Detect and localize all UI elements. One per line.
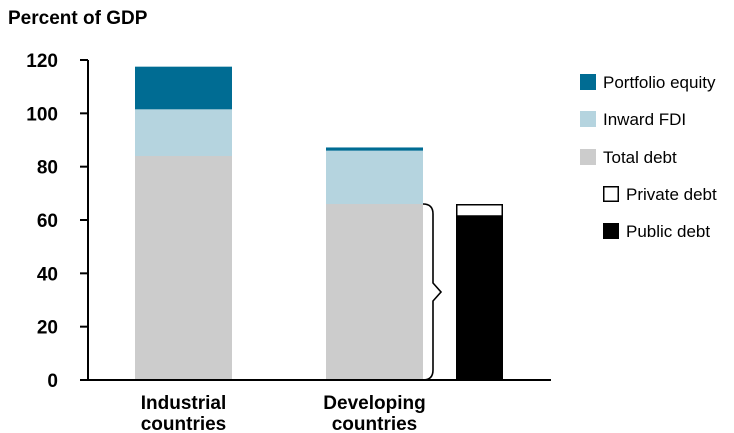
- legend-swatch-inward-fdi: [580, 111, 596, 127]
- y-axis-title: Percent of GDP: [8, 8, 148, 29]
- legend-swatch-portfolio-equity: [580, 74, 596, 90]
- y-tick-label: 40: [37, 264, 58, 285]
- legend-label-inward-fdi: Inward FDI: [603, 110, 686, 129]
- legend-swatch-public-debt: [603, 223, 619, 239]
- y-tick-label: 60: [37, 211, 58, 232]
- y-tick-label: 0: [47, 371, 58, 392]
- legend-label-total-debt: Total debt: [603, 148, 677, 167]
- bar-total-debt-developing-countries: [326, 204, 423, 380]
- bar-total-debt-industrial-countries: [135, 156, 232, 380]
- legend-label-private-debt: Private debt: [626, 185, 717, 204]
- legend-swatch-total-debt: [580, 149, 596, 165]
- legend-swatch-private-debt: [603, 186, 619, 202]
- x-category-label: Industrial: [141, 393, 227, 414]
- legend-label-portfolio-equity: Portfolio equity: [603, 73, 716, 92]
- x-category-label: countries: [141, 414, 227, 433]
- bar-portfolio-equity-developing-countries: [326, 147, 423, 151]
- bar-inward-fdi-developing-countries: [326, 150, 423, 204]
- y-tick-label: 120: [26, 51, 58, 72]
- y-tick-label: 100: [26, 104, 58, 125]
- bar-portfolio-equity-industrial-countries: [135, 66, 232, 110]
- y-tick-label: 20: [37, 318, 58, 339]
- bar-public-debt: [456, 216, 503, 380]
- bar-inward-fdi-industrial-countries: [135, 109, 232, 156]
- x-category-label: countries: [332, 414, 418, 433]
- x-category-label: Developing: [323, 393, 425, 414]
- debt-brace: [422, 203, 443, 381]
- legend-label-public-debt: Public debt: [626, 222, 710, 241]
- bar-private-debt: [456, 204, 503, 217]
- y-tick-label: 80: [37, 158, 58, 179]
